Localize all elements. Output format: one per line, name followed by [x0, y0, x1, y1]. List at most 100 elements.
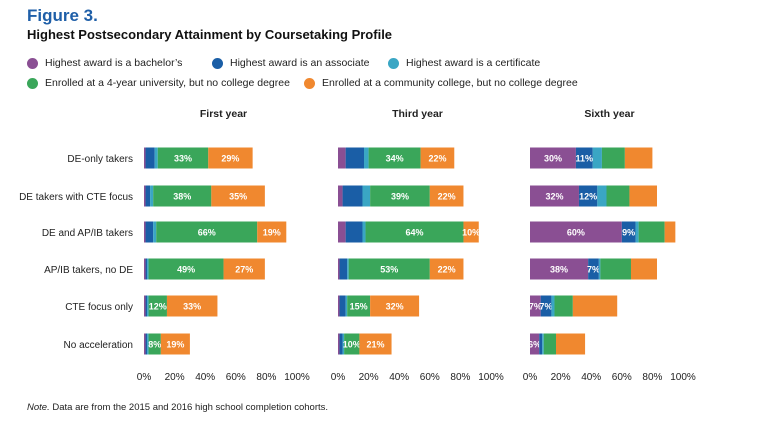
data-label-sixth-year-cte-focus-only-1: 7% [540, 302, 553, 312]
bar-segment-sixth-year-no-acceleration-3 [543, 333, 557, 355]
bar-segment-third-year-de-and-ap-ib-takers-3 [365, 221, 464, 243]
bar-segment-first-year-no-acceleration-4 [160, 333, 190, 355]
bar-segment-sixth-year-de-and-ap-ib-takers-4 [664, 221, 676, 243]
legend: Highest award is a bachelor’s Highest aw… [27, 53, 747, 93]
bar-segment-third-year-ap-ib-takers-no-de-1 [339, 258, 348, 280]
tick-label-third-year-1: 20% [359, 372, 379, 383]
data-label-first-year-cte-focus-only-3: 12% [149, 302, 167, 312]
data-label-sixth-year-ap-ib-takers-no-de-0: 38% [550, 265, 568, 275]
bar-segment-first-year-de-and-ap-ib-takers-0 [144, 221, 146, 243]
legend-item-4year: Enrolled at a 4-year university, but no … [27, 77, 304, 89]
bar-segment-third-year-de-takers-with-cte-focus-4 [429, 185, 464, 207]
bar-segment-first-year-ap-ib-takers-no-de-1 [145, 258, 148, 280]
data-label-third-year-no-acceleration-4: 21% [366, 340, 384, 350]
bar-segment-first-year-de-takers-with-cte-focus-3 [153, 185, 212, 207]
bar-segment-third-year-cte-focus-only-1 [339, 295, 346, 317]
bar-segment-third-year-de-and-ap-ib-takers-1 [345, 221, 363, 243]
note-text: Data are from the 2015 and 2016 high sch… [49, 402, 329, 413]
bar-segment-first-year-no-acceleration-0 [144, 333, 146, 355]
tick-label-first-year-0: 0% [137, 372, 152, 383]
bar-segment-first-year-ap-ib-takers-no-de-4 [223, 258, 265, 280]
legend-swatch-associate [212, 57, 223, 69]
bar-segment-sixth-year-ap-ib-takers-no-de-2 [598, 258, 601, 280]
bar-segment-third-year-ap-ib-takers-no-de-3 [348, 258, 430, 280]
tick-label-sixth-year-0: 0% [523, 372, 538, 383]
data-label-sixth-year-de-and-ap-ib-takers-1: 9% [622, 228, 635, 238]
data-label-third-year-de-takers-with-cte-focus-4: 22% [438, 192, 456, 202]
tick-label-sixth-year-2: 40% [581, 372, 601, 383]
data-label-third-year-de-takers-with-cte-focus-3: 39% [391, 192, 409, 202]
data-label-sixth-year-de-and-ap-ib-takers-0: 60% [567, 228, 585, 238]
bar-segment-first-year-de-takers-with-cte-focus-0 [144, 185, 146, 207]
bar-segment-sixth-year-de-only-takers-4 [624, 147, 653, 169]
bar-segment-third-year-de-only-takers-4 [420, 147, 455, 169]
bar-segment-first-year-no-acceleration-1 [145, 333, 148, 355]
bar-segment-first-year-de-takers-with-cte-focus-2 [150, 185, 154, 207]
bar-segment-third-year-no-acceleration-1 [339, 333, 343, 355]
tick-label-third-year-3: 60% [420, 372, 440, 383]
data-label-first-year-ap-ib-takers-no-de-3: 49% [177, 265, 195, 275]
bar-segment-sixth-year-de-and-ap-ib-takers-1 [621, 221, 636, 243]
data-label-third-year-cte-focus-only-4: 32% [386, 302, 404, 312]
data-label-first-year-de-takers-with-cte-focus-4: 35% [229, 192, 247, 202]
figure-note: Note. Data are from the 2015 and 2016 hi… [27, 402, 328, 413]
data-label-sixth-year-de-takers-with-cte-focus-0: 32% [545, 192, 563, 202]
bar-segment-sixth-year-cte-focus-only-1 [540, 295, 552, 317]
category-label-no-acceleration: No acceleration [64, 340, 133, 351]
bar-segment-sixth-year-cte-focus-only-4 [572, 295, 618, 317]
bar-segment-first-year-de-takers-with-cte-focus-4 [211, 185, 265, 207]
bar-segment-sixth-year-de-and-ap-ib-takers-2 [635, 221, 639, 243]
bar-segment-sixth-year-no-acceleration-1 [539, 333, 543, 355]
bar-segment-sixth-year-cte-focus-only-2 [551, 295, 555, 317]
data-label-third-year-no-acceleration-3: 10% [343, 340, 361, 350]
bar-segment-third-year-cte-focus-only-0 [338, 295, 340, 317]
bar-segment-sixth-year-de-and-ap-ib-takers-0 [530, 221, 622, 243]
bar-segment-third-year-de-takers-with-cte-focus-1 [342, 185, 363, 207]
bar-segment-first-year-ap-ib-takers-no-de-0 [144, 258, 146, 280]
data-label-third-year-ap-ib-takers-no-de-4: 22% [438, 265, 456, 275]
data-label-first-year-no-acceleration-4: 19% [166, 340, 184, 350]
legend-swatch-community [304, 77, 315, 89]
legend-item-community: Enrolled at a community college, but no … [304, 77, 578, 89]
legend-label-associate: Highest award is an associate [230, 57, 370, 69]
bar-segment-third-year-no-acceleration-3 [344, 333, 360, 355]
panel-title-sixth-year: Sixth year [584, 108, 634, 120]
legend-label-certificate: Highest award is a certificate [406, 57, 541, 69]
bar-segment-sixth-year-ap-ib-takers-no-de-0 [530, 258, 589, 280]
bar-segment-sixth-year-no-acceleration-4 [556, 333, 586, 355]
bar-segment-sixth-year-cte-focus-only-3 [554, 295, 573, 317]
bar-segment-third-year-de-only-takers-1 [345, 147, 365, 169]
bar-segment-sixth-year-de-and-ap-ib-takers-3 [638, 221, 665, 243]
bar-segment-sixth-year-de-only-takers-1 [575, 147, 593, 169]
panel-title-first-year: First year [200, 108, 247, 120]
note-prefix: Note. [27, 402, 50, 413]
data-label-third-year-de-and-ap-ib-takers-3: 64% [405, 228, 423, 238]
bar-segment-third-year-ap-ib-takers-no-de-0 [338, 258, 340, 280]
bar-segment-first-year-de-and-ap-ib-takers-4 [257, 221, 287, 243]
category-label-de-takers-with-cte-focus: DE takers with CTE focus [19, 192, 133, 203]
category-label-de-and-ap-ib-takers: DE and AP/IB takers [42, 228, 133, 239]
bar-segment-first-year-ap-ib-takers-no-de-2 [147, 258, 149, 280]
tick-label-first-year-4: 80% [256, 372, 276, 383]
bar-segment-sixth-year-no-acceleration-0 [530, 333, 540, 355]
category-label-de-only-takers: DE-only takers [67, 154, 133, 165]
bar-segment-sixth-year-de-only-takers-0 [530, 147, 576, 169]
bar-segment-first-year-de-only-takers-4 [208, 147, 253, 169]
bar-segment-third-year-de-and-ap-ib-takers-4 [463, 221, 479, 243]
bar-segment-first-year-cte-focus-only-1 [145, 295, 148, 317]
bar-segment-first-year-de-only-takers-2 [154, 147, 158, 169]
bar-segment-third-year-de-and-ap-ib-takers-2 [362, 221, 366, 243]
data-label-sixth-year-ap-ib-takers-no-de-1: 7% [587, 265, 600, 275]
tick-label-sixth-year-1: 20% [551, 372, 571, 383]
data-label-third-year-de-only-takers-3: 34% [386, 154, 404, 164]
bar-segment-third-year-no-acceleration-4 [359, 333, 392, 355]
bar-segment-sixth-year-de-takers-with-cte-focus-2 [597, 185, 607, 207]
data-label-third-year-ap-ib-takers-no-de-3: 53% [380, 265, 398, 275]
bar-segment-first-year-de-only-takers-1 [145, 147, 155, 169]
bar-segment-first-year-no-acceleration-2 [147, 333, 149, 355]
bar-segment-sixth-year-de-takers-with-cte-focus-3 [606, 185, 630, 207]
bar-segment-sixth-year-cte-focus-only-0 [530, 295, 541, 317]
tick-label-third-year-2: 40% [389, 372, 409, 383]
data-label-sixth-year-cte-focus-only-0: 7% [529, 302, 542, 312]
